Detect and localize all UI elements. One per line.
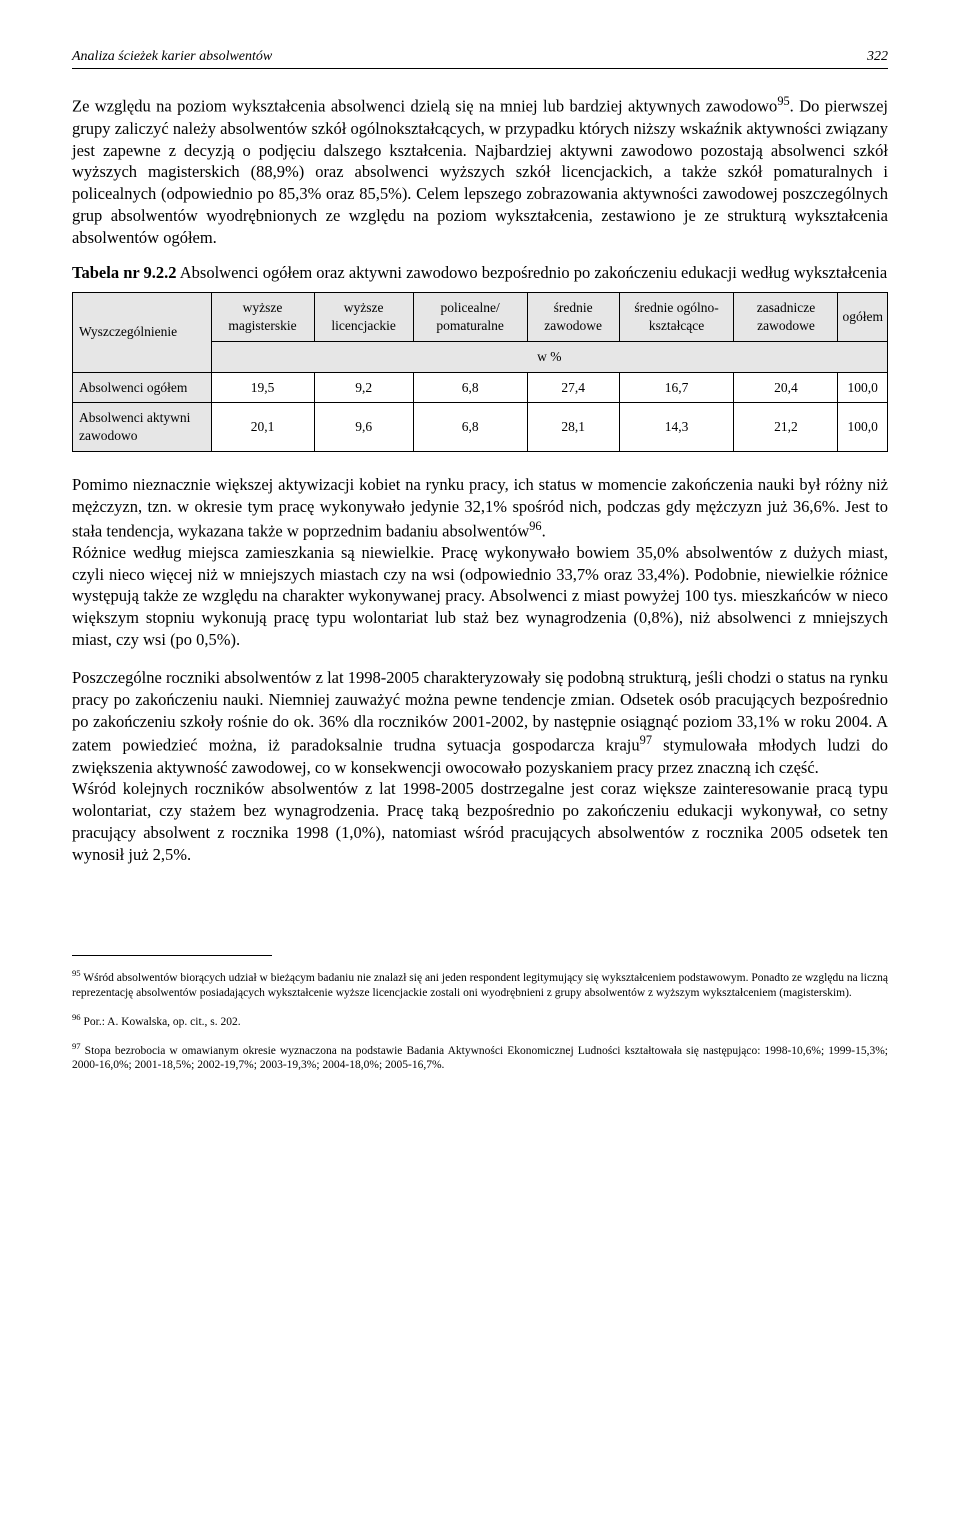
table-header-row: Wyszczególnienie wyższe magisterskie wyż… <box>73 293 888 342</box>
col-policealne: policealne/ pomaturalne <box>413 293 527 342</box>
paragraph-3: Poszczególne roczniki absolwentów z lat … <box>72 667 888 865</box>
cell: 16,7 <box>619 372 734 403</box>
col-wyszczegolnienie: Wyszczególnienie <box>73 293 212 372</box>
table-caption-label: Tabela nr 9.2.2 <box>72 263 177 282</box>
col-ogolem: ogółem <box>838 293 888 342</box>
col-srednie-zawodowe: średnie zawodowe <box>527 293 619 342</box>
page-header: Analiza ścieżek karier absolwentów 322 <box>72 48 888 69</box>
cell: 28,1 <box>527 403 619 452</box>
col-zasadnicze: zasadnicze zawodowe <box>734 293 838 342</box>
footnote-text-96: Por.: A. Kowalska, op. cit., s. 202. <box>81 1016 241 1028</box>
cell: 20,4 <box>734 372 838 403</box>
footnote-num-95: 95 <box>72 968 81 978</box>
row-label: Absolwenci ogółem <box>73 372 212 403</box>
table-row: Absolwenci ogółem 19,5 9,2 6,8 27,4 16,7… <box>73 372 888 403</box>
row-label: Absolwenci aktywni zawodowo <box>73 403 212 452</box>
cell: 6,8 <box>413 403 527 452</box>
cell: 14,3 <box>619 403 734 452</box>
cell: 6,8 <box>413 372 527 403</box>
cell: 9,2 <box>314 372 413 403</box>
footnote-95: 95 Wśród absolwentów biorących udział w … <box>72 968 888 1000</box>
footnote-num-96: 96 <box>72 1012 81 1022</box>
col-wyzsze-magisterskie: wyższe magisterskie <box>211 293 314 342</box>
table-caption-text: Absolwenci ogółem oraz aktywni zawodowo … <box>177 263 888 282</box>
cell: 20,1 <box>211 403 314 452</box>
paragraph-2b-text: Różnice według miejsca zamieszkania są n… <box>72 543 888 649</box>
paragraph-3b-text: Wśród kolejnych roczników absolwentów z … <box>72 779 888 863</box>
paragraph-1: Ze względu na poziom wykształcenia absol… <box>72 93 888 248</box>
cell: 27,4 <box>527 372 619 403</box>
cell: 19,5 <box>211 372 314 403</box>
footnote-num-97: 97 <box>72 1041 81 1051</box>
paragraph-1-text-a: Ze względu na poziom wykształcenia absol… <box>72 97 777 116</box>
col-srednie-ogolno: średnie ogólno-kształcące <box>619 293 734 342</box>
footnote-ref-97: 97 <box>640 733 652 747</box>
footnote-text-97: Stopa bezrobocia w omawianym okresie wyz… <box>72 1045 888 1072</box>
paragraph-2-text-tail: . <box>542 521 546 540</box>
footnote-ref-96: 96 <box>529 519 541 533</box>
cell: 9,6 <box>314 403 413 452</box>
cell: 100,0 <box>838 372 888 403</box>
cell: 21,2 <box>734 403 838 452</box>
footnote-rule <box>72 955 272 956</box>
table-row: Absolwenci aktywni zawodowo 20,1 9,6 6,8… <box>73 403 888 452</box>
footnote-text-95: Wśród absolwentów biorących udział w bie… <box>72 972 888 999</box>
cell: 100,0 <box>838 403 888 452</box>
paragraph-2: Pomimo nieznacznie większej aktywizacji … <box>72 474 888 651</box>
footnote-ref-95: 95 <box>777 94 789 108</box>
table-9-2-2: Wyszczególnienie wyższe magisterskie wyż… <box>72 292 888 452</box>
header-page-number: 322 <box>867 48 888 66</box>
footnote-97: 97 Stopa bezrobocia w omawianym okresie … <box>72 1041 888 1073</box>
table-caption: Tabela nr 9.2.2 Absolwenci ogółem oraz a… <box>72 262 888 284</box>
footnote-96: 96 Por.: A. Kowalska, op. cit., s. 202. <box>72 1012 888 1030</box>
col-wyzsze-licencjackie: wyższe licencjackie <box>314 293 413 342</box>
header-title: Analiza ścieżek karier absolwentów <box>72 48 272 66</box>
paragraph-2-text-a: Pomimo nieznacznie większej aktywizacji … <box>72 475 888 540</box>
footnotes-block: 95 Wśród absolwentów biorących udział w … <box>72 955 888 1073</box>
unit-cell: w % <box>211 341 887 372</box>
paragraph-1-text-b: . Do pierwszej grupy zaliczyć należy abs… <box>72 97 888 247</box>
